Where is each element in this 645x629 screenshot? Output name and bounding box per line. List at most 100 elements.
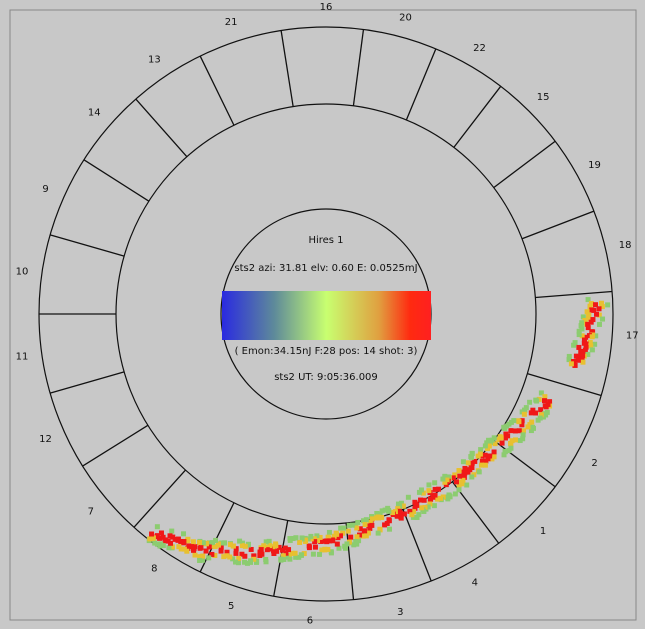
sector-label: 12 bbox=[39, 434, 52, 445]
hit bbox=[580, 360, 585, 365]
hit bbox=[228, 542, 233, 547]
hit bbox=[319, 547, 324, 552]
hit bbox=[186, 543, 191, 548]
hit bbox=[571, 343, 576, 348]
hit bbox=[457, 474, 462, 479]
hit bbox=[169, 529, 174, 534]
hit bbox=[204, 549, 209, 554]
sector-label: 4 bbox=[472, 578, 478, 589]
event-display: 16202215191817214365871211109141321 Hire… bbox=[0, 0, 645, 629]
hit bbox=[479, 463, 484, 468]
sector-label: 5 bbox=[228, 601, 234, 612]
hit bbox=[508, 441, 513, 446]
hit bbox=[419, 505, 424, 510]
hit bbox=[516, 419, 521, 424]
hit bbox=[237, 539, 242, 544]
hit bbox=[297, 540, 302, 545]
hit bbox=[355, 534, 360, 539]
sector-label: 9 bbox=[42, 184, 48, 195]
hit bbox=[387, 527, 392, 532]
hit bbox=[376, 531, 381, 536]
hit bbox=[534, 399, 539, 404]
hit bbox=[464, 483, 469, 488]
hit bbox=[343, 546, 348, 551]
hit bbox=[278, 557, 283, 562]
hit bbox=[445, 496, 450, 501]
sector-label: 19 bbox=[588, 160, 601, 171]
time-line: sts2 UT: 9:05:36.009 bbox=[274, 372, 378, 383]
hit bbox=[477, 469, 482, 474]
hit bbox=[536, 418, 541, 423]
hit bbox=[152, 541, 157, 546]
hit bbox=[576, 358, 581, 363]
hit bbox=[311, 552, 316, 557]
hit bbox=[233, 551, 238, 556]
hit bbox=[149, 532, 154, 537]
hit bbox=[468, 454, 473, 459]
hit bbox=[418, 498, 423, 503]
hit bbox=[396, 502, 401, 507]
hit bbox=[147, 536, 152, 541]
sector-label: 2 bbox=[591, 458, 597, 469]
hit bbox=[307, 545, 312, 550]
hit bbox=[589, 307, 594, 312]
sector-label: 22 bbox=[473, 43, 486, 54]
hit bbox=[335, 542, 340, 547]
hit bbox=[462, 470, 467, 475]
hit bbox=[453, 491, 458, 496]
hit bbox=[221, 554, 226, 559]
hit bbox=[181, 531, 186, 536]
hit bbox=[426, 482, 431, 487]
hit bbox=[600, 317, 605, 322]
hit bbox=[590, 334, 595, 339]
hit bbox=[454, 479, 459, 484]
hit bbox=[317, 552, 322, 557]
hit bbox=[338, 526, 343, 531]
hit bbox=[432, 503, 437, 508]
hit bbox=[206, 555, 211, 560]
sector-label: 20 bbox=[399, 12, 412, 23]
hit bbox=[249, 547, 254, 552]
hit bbox=[432, 480, 437, 485]
hit bbox=[242, 560, 247, 565]
hit bbox=[219, 549, 224, 554]
hit bbox=[500, 441, 505, 446]
sector-label: 16 bbox=[320, 2, 333, 13]
hit bbox=[176, 544, 181, 549]
sector-label: 6 bbox=[307, 616, 313, 627]
hit bbox=[327, 530, 332, 535]
hit bbox=[264, 559, 269, 564]
hit bbox=[543, 403, 548, 408]
page: 16202215191817214365871211109141321 Hire… bbox=[0, 0, 645, 629]
hit bbox=[257, 551, 262, 556]
sector-label: 11 bbox=[16, 352, 29, 363]
hit bbox=[313, 545, 318, 550]
hit bbox=[492, 450, 497, 455]
hit bbox=[525, 424, 530, 429]
hit bbox=[287, 536, 292, 541]
hit bbox=[417, 490, 422, 495]
hit bbox=[240, 543, 245, 548]
hit bbox=[527, 400, 532, 405]
hit bbox=[529, 410, 534, 415]
hit bbox=[271, 551, 276, 556]
hit bbox=[522, 412, 527, 417]
hit bbox=[426, 488, 431, 493]
sector-label: 1 bbox=[540, 526, 546, 537]
hit bbox=[597, 322, 602, 327]
hit bbox=[433, 487, 438, 492]
hit bbox=[466, 460, 471, 465]
hit bbox=[508, 428, 513, 433]
display-title: Hires 1 bbox=[308, 235, 343, 246]
info-line: sts2 azi: 31.81 elv: 0.60 E: 0.0525mJ bbox=[234, 263, 417, 274]
hit bbox=[502, 452, 507, 457]
hit bbox=[363, 522, 368, 527]
sector-label: 3 bbox=[397, 607, 403, 618]
hit bbox=[476, 454, 481, 459]
hit bbox=[577, 332, 582, 337]
hit bbox=[197, 558, 202, 563]
hit bbox=[569, 361, 574, 366]
sector-label: 18 bbox=[619, 240, 632, 251]
hit bbox=[354, 525, 359, 530]
hit bbox=[198, 545, 203, 550]
